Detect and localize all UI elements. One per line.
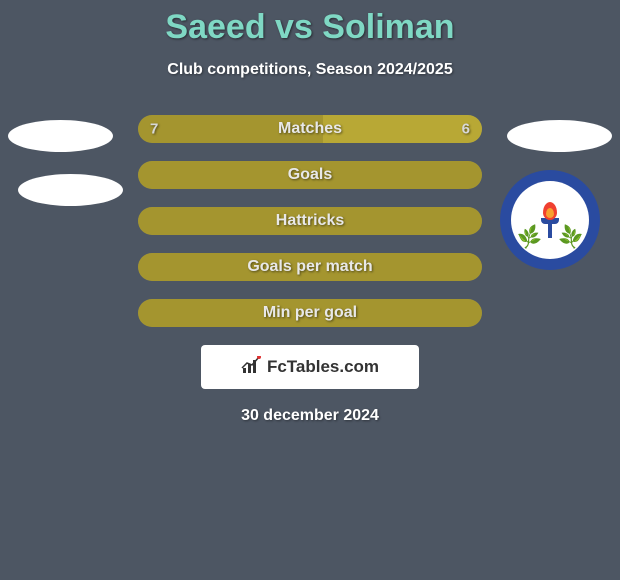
bar-track: Matches 7 6	[138, 115, 482, 143]
stat-row: Hattricks	[0, 207, 620, 235]
bar-label: Goals per match	[247, 258, 372, 276]
subtitle: Club competitions, Season 2024/2025	[0, 61, 620, 79]
bar-label: Hattricks	[276, 212, 344, 230]
bar-label: Matches	[278, 120, 342, 138]
brand-logo: FcTables.com	[201, 345, 419, 389]
bar-track: Min per goal	[138, 299, 482, 327]
bar-value-right: 6	[462, 121, 470, 138]
bar-label: Goals	[288, 166, 332, 184]
bar-label: Min per goal	[263, 304, 357, 322]
bar-track: Goals	[138, 161, 482, 189]
stat-row: Matches 7 6	[0, 115, 620, 143]
brand-logo-text: FcTables.com	[267, 357, 379, 377]
stat-row: Min per goal	[0, 299, 620, 327]
bar-value-left: 7	[150, 121, 158, 138]
stat-row: Goals per match	[0, 253, 620, 281]
comparison-chart: Matches 7 6 Goals Hattricks Goals per match Mi…	[0, 115, 620, 327]
bar-track: Goals per match	[138, 253, 482, 281]
footer-date: 30 december 2024	[0, 407, 620, 425]
bar-track: Hattricks	[138, 207, 482, 235]
chart-icon	[241, 356, 263, 379]
stat-row: Goals	[0, 161, 620, 189]
bar-fill-right	[323, 115, 482, 143]
page-title: Saeed vs Soliman	[0, 0, 620, 47]
infographic-container: Saeed vs Soliman Club competitions, Seas…	[0, 0, 620, 580]
